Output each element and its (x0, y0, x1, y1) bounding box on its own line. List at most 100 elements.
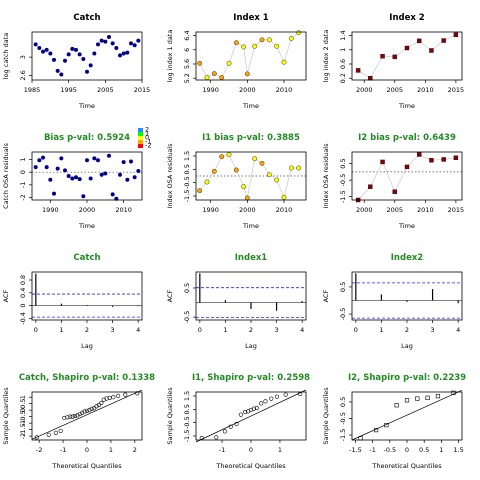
x-axis-label: Time (242, 222, 259, 230)
x-tick-label: 3 (431, 326, 435, 334)
x-tick-label: 2000 (239, 206, 256, 214)
data-point (70, 414, 75, 419)
y-tick-label: -1 (19, 420, 27, 426)
y-axis-label: Sample Quantiles (2, 387, 10, 445)
data-point (211, 168, 217, 174)
plot-frame (31, 271, 143, 321)
y-tick-label: 1.4 (339, 30, 347, 40)
y-tick-label: -0.5 (339, 412, 347, 425)
data-point (66, 174, 71, 178)
data-point (417, 152, 422, 157)
y-tick-label: 0 (19, 170, 27, 174)
y-axis-label: ACF (322, 289, 330, 302)
y-tick-label: 0 (19, 304, 27, 308)
x-tick-label: 1 (223, 326, 227, 334)
panel-8: Index2 Lag ACF 0 1 2 3 4 -0.5 0.5 (322, 253, 463, 350)
x-tick-label: 2000 (356, 86, 373, 94)
data-point (87, 408, 92, 413)
x-tick-label: 3 (111, 326, 115, 334)
x-tick-label: 2 (405, 326, 409, 334)
data-point (34, 435, 39, 440)
data-point (85, 158, 89, 163)
x-tick-label: 2015 (134, 86, 151, 94)
chart-title: Catch (73, 13, 100, 23)
data-point (92, 51, 97, 56)
y-tick-label: -1.5 (19, 423, 27, 436)
x-tick-label: 0 (354, 326, 358, 334)
data-point (88, 63, 93, 68)
data-point (252, 43, 258, 49)
chart-title: Catch (73, 253, 100, 263)
y-tick-label: 1 (339, 48, 347, 52)
y-axis-label: Sample Quantiles (322, 387, 330, 445)
x-tick-label: 2010 (417, 206, 434, 214)
data-point (52, 57, 56, 62)
y-tick-label: -1.5 (339, 429, 347, 442)
data-point (44, 165, 49, 170)
plot-frame (195, 271, 307, 321)
data-point (259, 401, 264, 406)
y-tick-label: -1.5 (339, 190, 347, 203)
plot-frame (351, 31, 463, 81)
x-axis-label: Time (398, 222, 415, 230)
x-axis-label: Time (242, 102, 259, 110)
data-point (380, 159, 385, 165)
plot-frame (351, 391, 463, 441)
data-point (37, 46, 42, 50)
data-point (435, 394, 441, 399)
data-point (114, 46, 119, 50)
y-tick-label: 2.6 (19, 70, 27, 80)
x-tick-label: 0 (85, 446, 89, 454)
panel-1: Index 1 Time log index 1 data 1990 2000 2010 5… (166, 13, 307, 110)
data-point (66, 52, 71, 57)
data-point (99, 38, 104, 43)
legend-label: 0 (145, 134, 149, 142)
data-point (41, 155, 45, 160)
data-point (103, 171, 108, 176)
x-tick-label: 2 (133, 446, 137, 454)
x-tick-label: 2015 (448, 206, 465, 214)
plot-frame (195, 151, 307, 201)
y-tick-label: -0.5 (19, 410, 27, 423)
y-axis-label: Catch OSA residuals (2, 142, 10, 208)
data-point (63, 168, 67, 173)
panel-0: Catch Time log catch data 1985 1995 2005 2015 2… (2, 13, 150, 110)
qq-reference-line (195, 389, 307, 443)
x-tick-label: 2000 (239, 86, 256, 94)
x-axis-label: Theoretical Quantiles (51, 462, 122, 470)
x-tick-label: 2010 (276, 206, 293, 214)
chart-title: Index 2 (389, 13, 425, 23)
data-point (84, 408, 90, 413)
chart-title: I2 bias p-val: 0.6439 (358, 133, 456, 143)
data-point (197, 188, 203, 194)
data-point (241, 184, 247, 190)
legend-label: 1 (145, 130, 149, 138)
x-tick-label: -0.5 (383, 446, 396, 454)
data-point (107, 153, 111, 158)
data-point (72, 413, 78, 419)
data-point (55, 166, 60, 171)
y-tick-label: 0.5 (339, 158, 347, 168)
data-point (110, 41, 115, 46)
data-point (85, 69, 89, 74)
series-line (199, 32, 299, 78)
data-point (392, 189, 397, 194)
y-tick-label: 0.5 (183, 283, 191, 293)
data-point (259, 160, 265, 166)
x-axis-label: Lag (401, 342, 413, 350)
chart-title: I1, Shapiro p-val: 0.2598 (192, 373, 310, 383)
data-point (404, 398, 410, 403)
data-point (266, 37, 272, 43)
plot-frame (31, 391, 143, 441)
data-point (222, 429, 228, 434)
y-tick-label: 0.5 (339, 397, 347, 407)
data-point (118, 53, 122, 58)
x-tick-label: 1995 (60, 86, 77, 94)
data-point (80, 410, 85, 415)
data-point (99, 172, 104, 177)
y-tick-label: -0.5 (339, 174, 347, 187)
x-tick-label: 0 (405, 446, 409, 454)
data-point (204, 75, 210, 80)
y-axis-label: Index OSA residuals (322, 143, 330, 209)
data-point (118, 172, 122, 177)
